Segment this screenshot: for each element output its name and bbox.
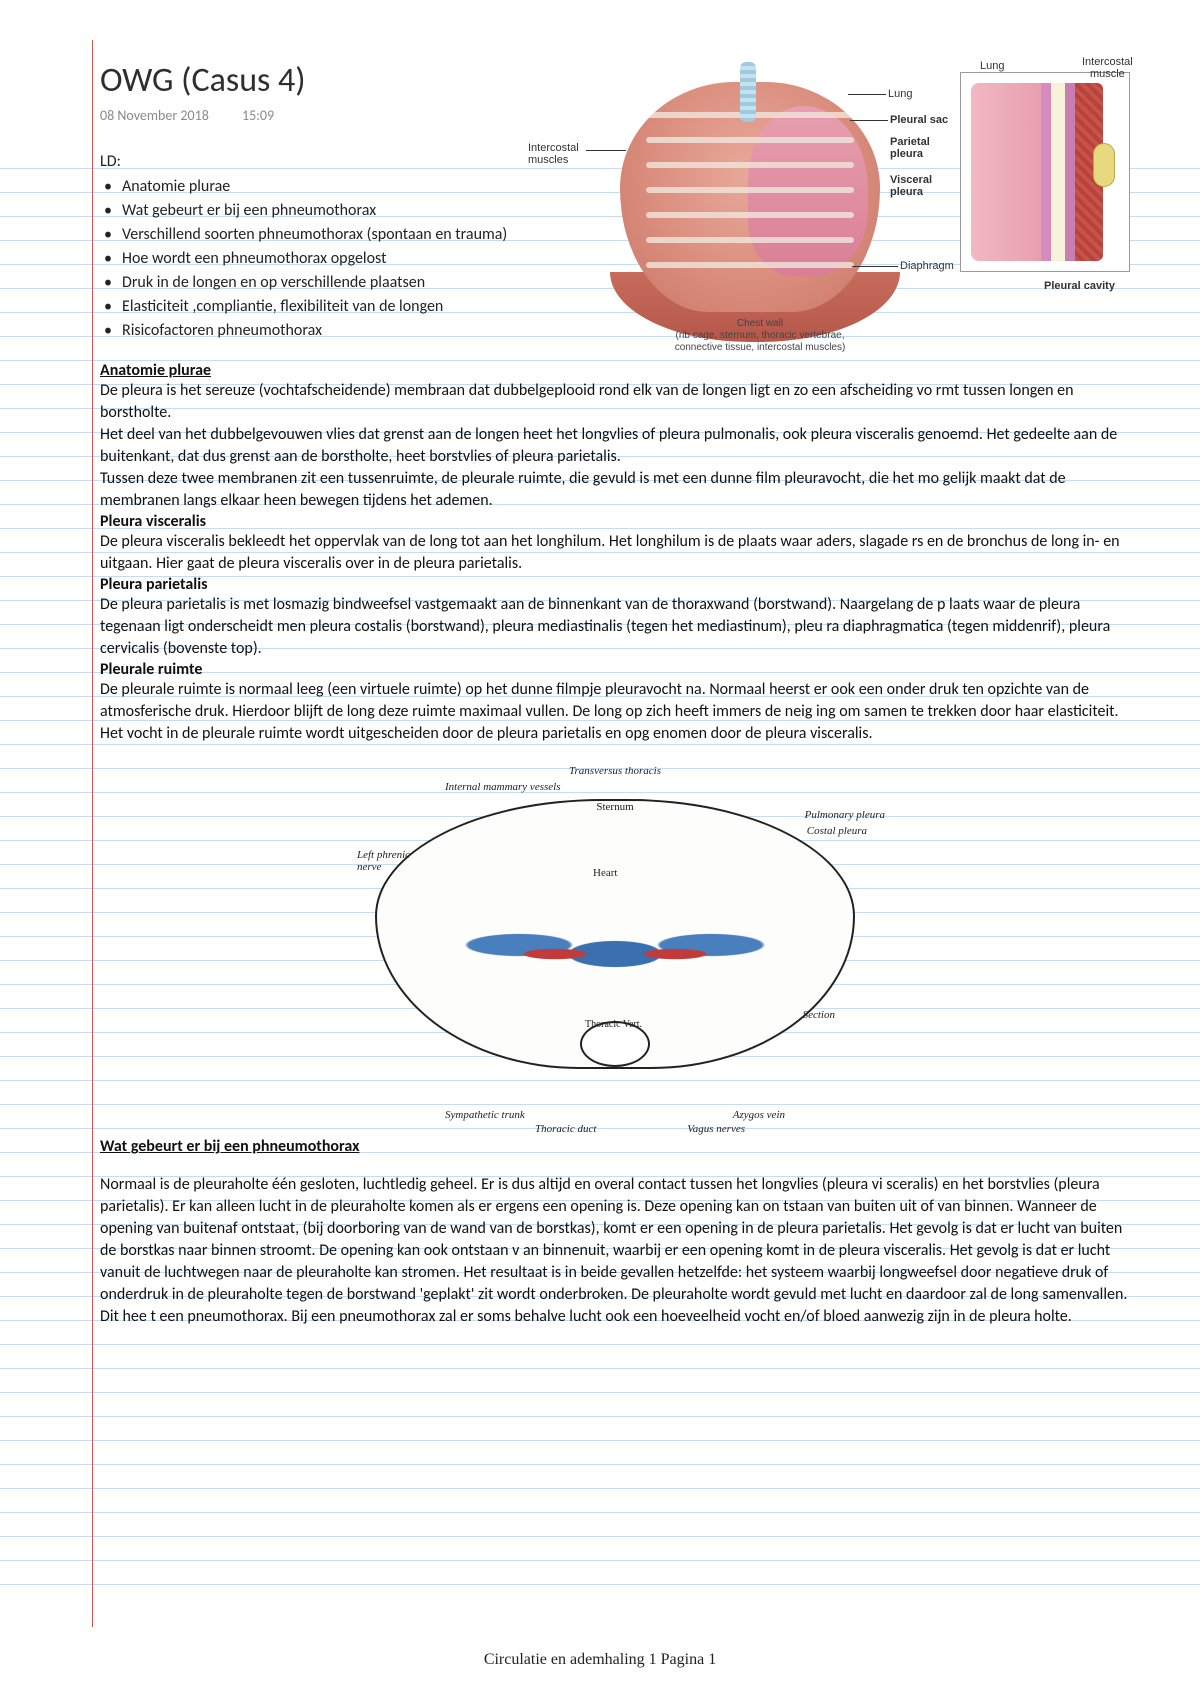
section-pneumothorax-title: Wat gebeurt er bij een phneumothorax [100,1137,1130,1156]
ld-list: Anatomie plurae Wat gebeurt er bij een p… [100,175,1130,343]
xsec-arteries [465,919,765,989]
para: De pleura is het sereuze (vochtafscheide… [100,380,1130,424]
para: Tussen deze twee membranen zit een tusse… [100,468,1130,512]
xlbl-sternum: Sternum [596,801,633,813]
xlbl-thoracic-vert: Thoracic Vert. [585,1019,642,1030]
page-meta: 08 November 2018 15:09 [100,107,1130,124]
para: De pleurale ruimte is normaal leeg (een … [100,679,1130,745]
page-footer: Circulatie en ademhaling 1 Pagina 1 [0,1651,1200,1669]
xlbl-left-phrenic: Left phrenic nerve [357,849,410,873]
meta-date: 08 November 2018 [100,107,209,124]
body-content: Anatomie plurae De pleura is het sereuze… [100,361,1130,1328]
ld-item: Verschillend soorten phneumothorax (spon… [122,223,1130,247]
meta-time: 15:09 [242,107,274,124]
header-block: OWG (Casus 4) 08 November 2018 15:09 LD:… [100,60,1130,343]
ld-item: Risicofactoren phneumothorax [122,319,1130,343]
ld-item: Wat gebeurt er bij een phneumothorax [122,199,1130,223]
figure-thorax-cross-section: Transversus thoracis Internal mammary ve… [335,759,895,1129]
section-anatomie-title: Anatomie plurae [100,361,1130,380]
page-content: OWG (Casus 4) 08 November 2018 15:09 LD:… [0,0,1200,1328]
xlbl-azygos: Azygos vein [733,1109,785,1121]
subhead-parietalis: Pleura parietalis [100,575,1130,594]
xlbl-thoracic-duct: Thoracic duct [535,1123,596,1135]
para: Het deel van het dubbelgevouwen vlies da… [100,424,1130,468]
xlbl-internal-mammary: Internal mammary vessels [445,781,560,793]
xlbl-sympathetic: Sympathetic trunk [445,1109,525,1121]
subhead-pleurale-ruimte: Pleurale ruimte [100,660,1130,679]
para: Normaal is de pleuraholte één gesloten, … [100,1174,1130,1328]
xlbl-section: Section [803,1009,835,1021]
ld-heading: LD: [100,152,1130,171]
ld-item: Anatomie plurae [122,175,1130,199]
xlbl-vagus: Vagus nerves [687,1123,745,1135]
xlbl-transversus: Transversus thoracis [569,765,661,777]
xlbl-pulmonary-pleura: Pulmonary pleura [805,809,885,821]
para: De pleura parietalis is met losmazig bin… [100,594,1130,660]
page-title: OWG (Casus 4) [100,60,1130,101]
ld-item: Elasticiteit ,compliantie, flexibiliteit… [122,295,1130,319]
ld-item: Hoe wordt een phneumothorax opgelost [122,247,1130,271]
subhead-visceralis: Pleura visceralis [100,512,1130,531]
xlbl-heart: Heart [593,867,617,879]
xlbl-costal-pleura: Costal pleura [807,825,867,837]
ld-item: Druk in de longen en op verschillende pl… [122,271,1130,295]
para: De pleura visceralis bekleedt het opperv… [100,531,1130,575]
